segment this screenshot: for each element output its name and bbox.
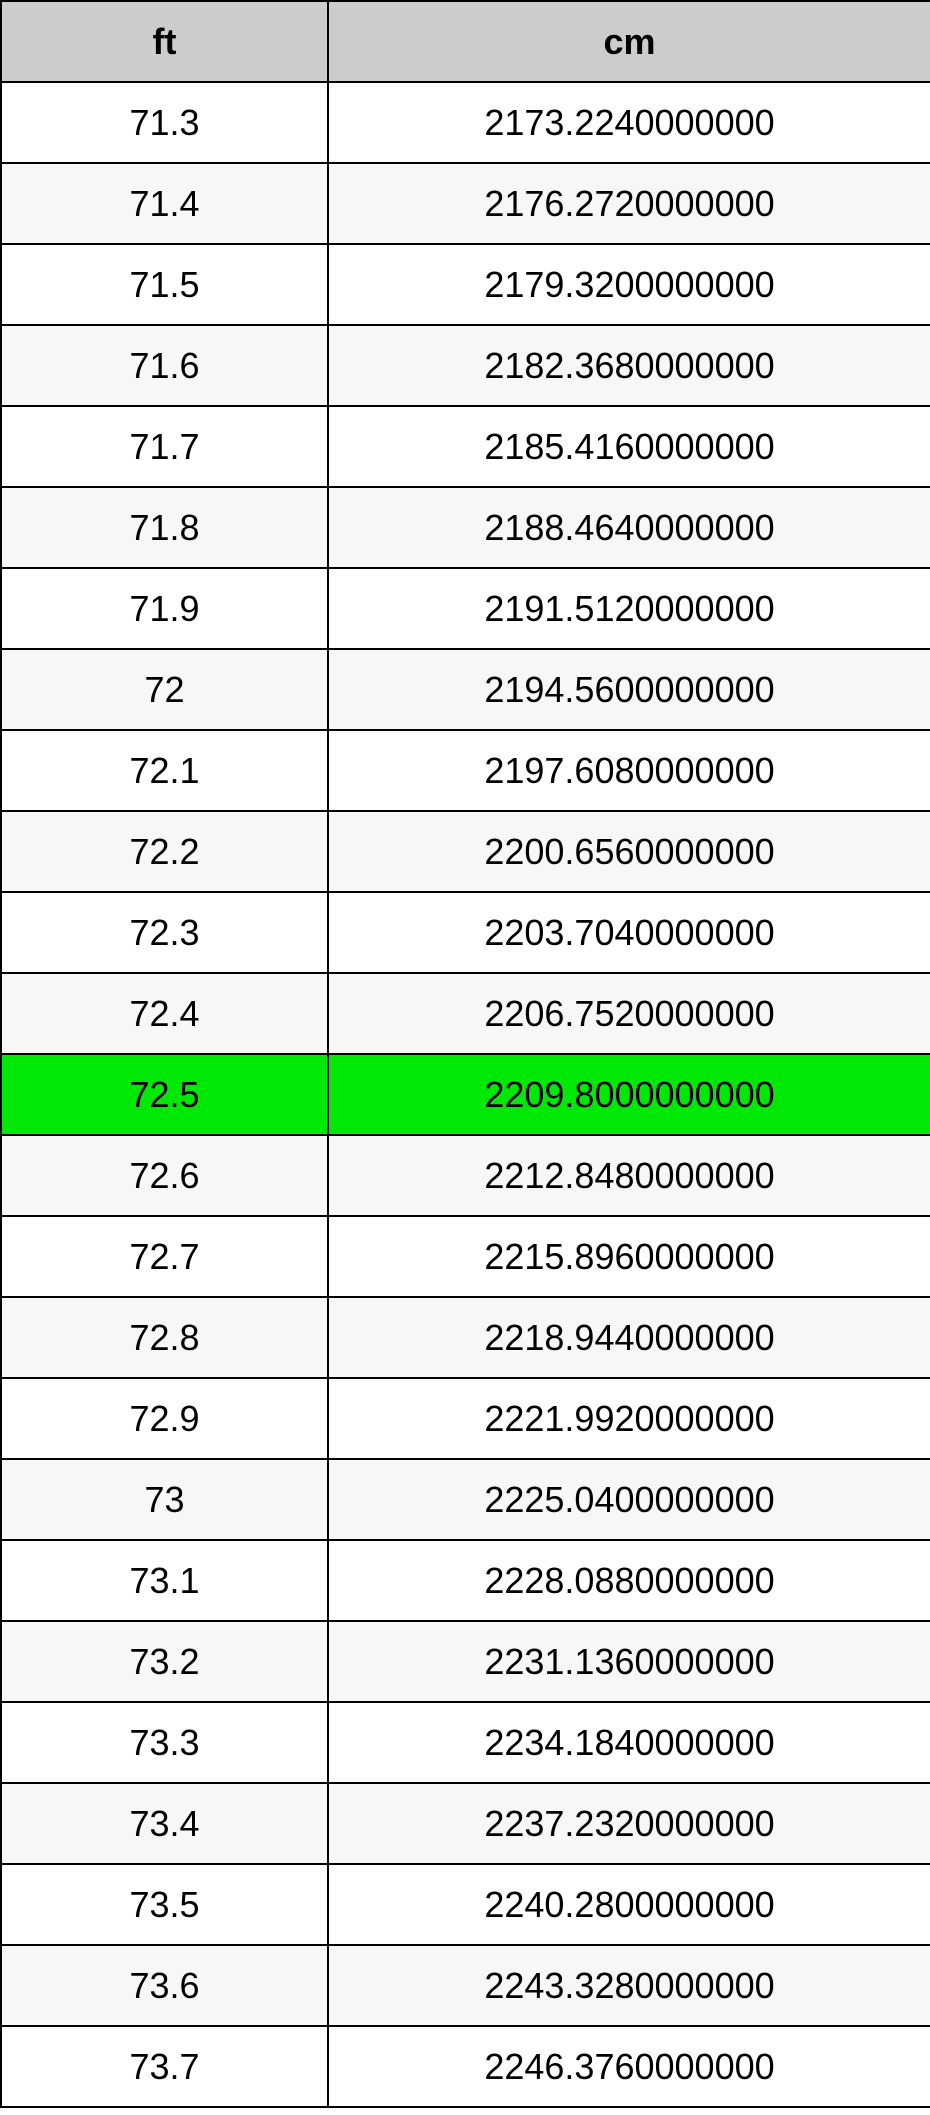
cell-cm: 2176.2720000000 [328,163,930,244]
cell-ft: 73.1 [1,1540,328,1621]
table-row: 72.52209.8000000000 [1,1054,930,1135]
cell-cm: 2173.2240000000 [328,82,930,163]
cell-ft: 71.8 [1,487,328,568]
cell-cm: 2215.8960000000 [328,1216,930,1297]
cell-cm: 2200.6560000000 [328,811,930,892]
cell-cm: 2194.5600000000 [328,649,930,730]
cell-cm: 2228.0880000000 [328,1540,930,1621]
cell-cm: 2231.1360000000 [328,1621,930,1702]
cell-ft: 71.7 [1,406,328,487]
cell-ft: 72 [1,649,328,730]
table-row: 71.32173.2240000000 [1,82,930,163]
conversion-table: ft cm 71.32173.224000000071.42176.272000… [0,0,930,2108]
cell-ft: 73.7 [1,2026,328,2107]
cell-ft: 72.2 [1,811,328,892]
cell-cm: 2203.7040000000 [328,892,930,973]
cell-cm: 2185.4160000000 [328,406,930,487]
table-row: 71.82188.4640000000 [1,487,930,568]
table-row: 722194.5600000000 [1,649,930,730]
table-header-row: ft cm [1,1,930,82]
cell-ft: 73.3 [1,1702,328,1783]
table-row: 72.62212.8480000000 [1,1135,930,1216]
cell-ft: 71.4 [1,163,328,244]
table-row: 72.72215.8960000000 [1,1216,930,1297]
cell-cm: 2191.5120000000 [328,568,930,649]
cell-cm: 2188.4640000000 [328,487,930,568]
table-row: 73.32234.1840000000 [1,1702,930,1783]
column-header-cm: cm [328,1,930,82]
table-row: 73.12228.0880000000 [1,1540,930,1621]
table-row: 72.82218.9440000000 [1,1297,930,1378]
cell-ft: 73.5 [1,1864,328,1945]
cell-cm: 2182.3680000000 [328,325,930,406]
table-row: 71.62182.3680000000 [1,325,930,406]
cell-ft: 72.4 [1,973,328,1054]
cell-cm: 2218.9440000000 [328,1297,930,1378]
cell-ft: 73.2 [1,1621,328,1702]
cell-ft: 71.3 [1,82,328,163]
cell-ft: 73 [1,1459,328,1540]
cell-cm: 2212.8480000000 [328,1135,930,1216]
table-row: 72.22200.6560000000 [1,811,930,892]
cell-ft: 71.6 [1,325,328,406]
cell-ft: 72.9 [1,1378,328,1459]
cell-ft: 71.5 [1,244,328,325]
table-row: 71.72185.4160000000 [1,406,930,487]
cell-cm: 2246.3760000000 [328,2026,930,2107]
table-row: 72.42206.7520000000 [1,973,930,1054]
cell-cm: 2243.3280000000 [328,1945,930,2026]
table-row: 73.42237.2320000000 [1,1783,930,1864]
cell-cm: 2225.0400000000 [328,1459,930,1540]
cell-cm: 2237.2320000000 [328,1783,930,1864]
table-row: 71.52179.3200000000 [1,244,930,325]
cell-cm: 2206.7520000000 [328,973,930,1054]
column-header-ft: ft [1,1,328,82]
cell-ft: 72.5 [1,1054,328,1135]
table-row: 73.62243.3280000000 [1,1945,930,2026]
table-row: 72.32203.7040000000 [1,892,930,973]
cell-cm: 2179.3200000000 [328,244,930,325]
cell-cm: 2234.1840000000 [328,1702,930,1783]
table-row: 73.22231.1360000000 [1,1621,930,1702]
cell-ft: 72.8 [1,1297,328,1378]
table-row: 72.92221.9920000000 [1,1378,930,1459]
cell-ft: 73.6 [1,1945,328,2026]
cell-cm: 2240.2800000000 [328,1864,930,1945]
table-row: 72.12197.6080000000 [1,730,930,811]
table-body: 71.32173.224000000071.42176.272000000071… [1,82,930,2107]
cell-ft: 73.4 [1,1783,328,1864]
cell-cm: 2197.6080000000 [328,730,930,811]
cell-ft: 71.9 [1,568,328,649]
cell-ft: 72.7 [1,1216,328,1297]
table-row: 73.52240.2800000000 [1,1864,930,1945]
cell-ft: 72.3 [1,892,328,973]
table-row: 732225.0400000000 [1,1459,930,1540]
table-row: 73.72246.3760000000 [1,2026,930,2107]
table-row: 71.92191.5120000000 [1,568,930,649]
cell-cm: 2221.9920000000 [328,1378,930,1459]
cell-ft: 72.1 [1,730,328,811]
table-row: 71.42176.2720000000 [1,163,930,244]
cell-ft: 72.6 [1,1135,328,1216]
cell-cm: 2209.8000000000 [328,1054,930,1135]
